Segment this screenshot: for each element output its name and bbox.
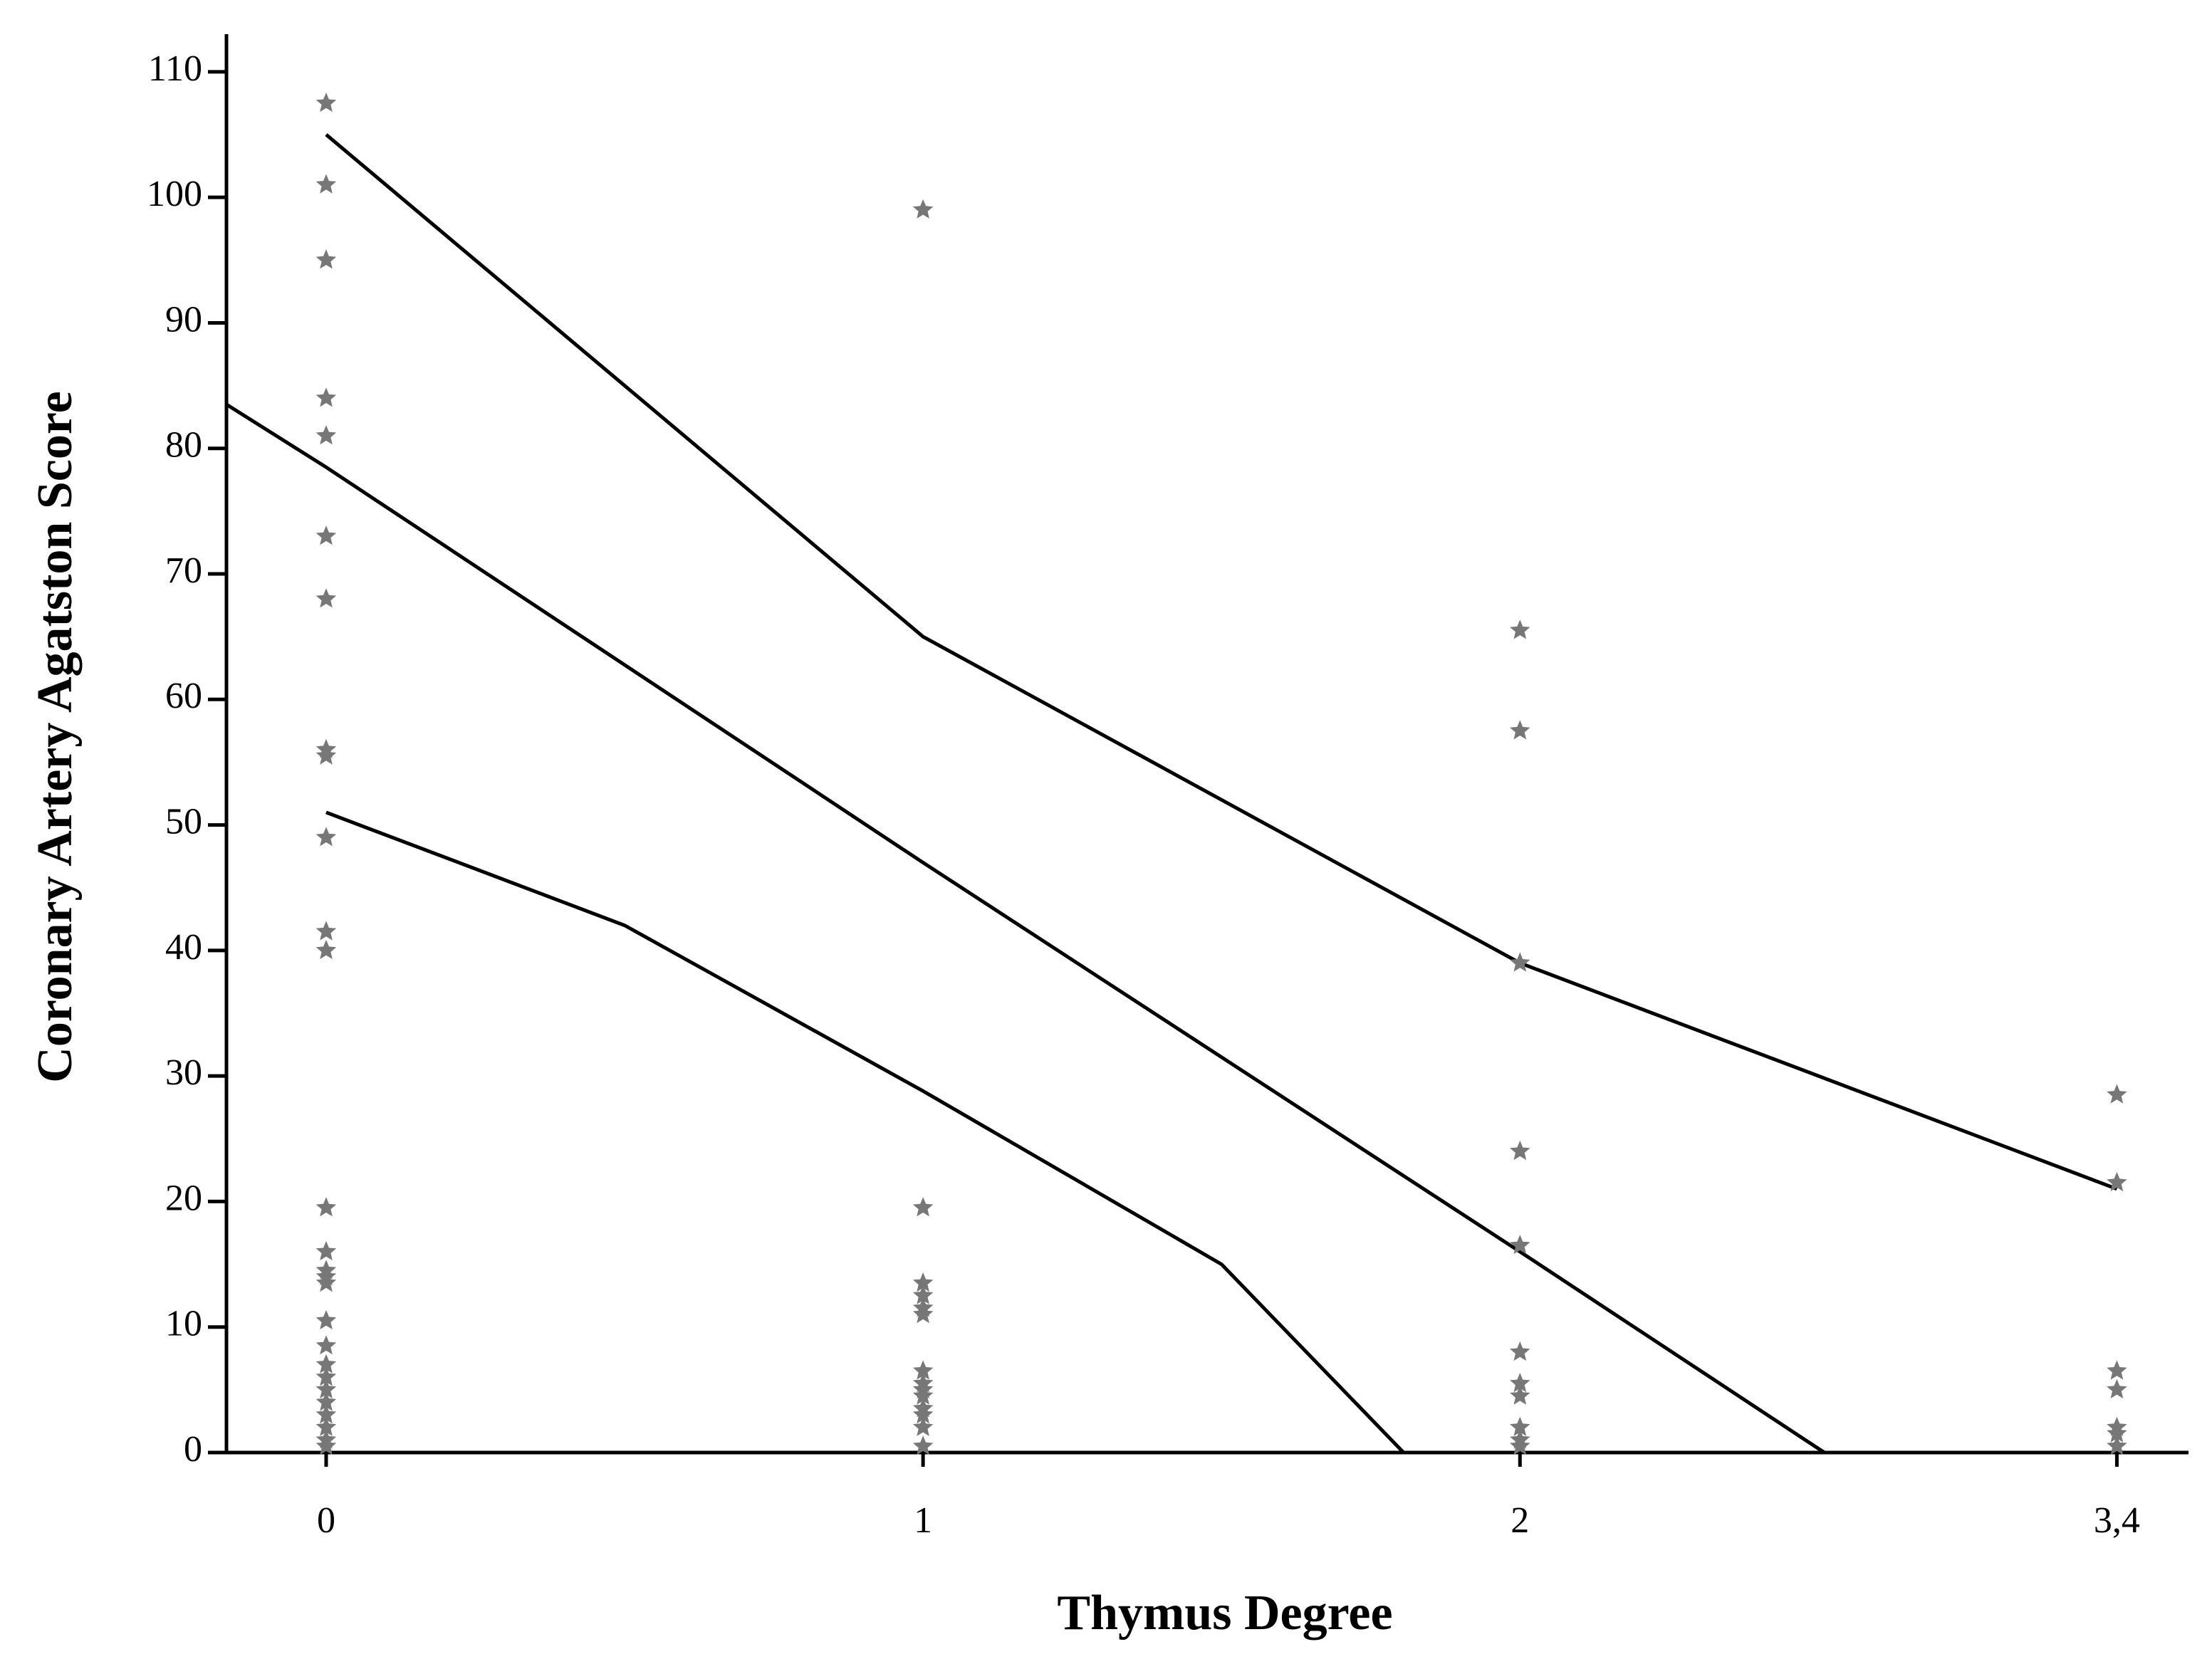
point (315, 425, 337, 445)
point (1510, 619, 1530, 639)
x-tick-label: 1 (914, 1500, 932, 1541)
point (315, 1391, 337, 1411)
point (1510, 1341, 1530, 1361)
y-tick-label: 90 (165, 299, 202, 340)
point (1510, 1373, 1530, 1393)
point (315, 93, 337, 113)
point (1510, 720, 1530, 740)
point (2107, 1378, 2127, 1398)
point (2107, 1423, 2127, 1443)
point (315, 1378, 337, 1398)
point (315, 745, 337, 765)
x-tick-label: 0 (317, 1500, 335, 1541)
x-tick-label: 3,4 (2094, 1500, 2140, 1541)
y-tick-label: 40 (165, 927, 202, 968)
y-tick-label: 0 (184, 1429, 202, 1470)
point (315, 1335, 337, 1355)
point (315, 1309, 337, 1329)
point (315, 1416, 337, 1436)
point (315, 525, 337, 545)
point (315, 1404, 337, 1424)
point (2107, 1084, 2127, 1104)
point (315, 1366, 337, 1386)
y-tick-label: 10 (165, 1304, 202, 1344)
point (912, 1272, 934, 1292)
fit-line (325, 133, 2118, 1191)
point (1510, 1435, 1530, 1455)
fit-line (225, 402, 1826, 1455)
point (912, 1197, 934, 1217)
point (1510, 1385, 1530, 1405)
point (315, 939, 337, 959)
x-tick-label: 2 (1511, 1500, 1529, 1541)
y-axis-title: Coronary Artery Agatston Score (28, 391, 83, 1082)
point (315, 174, 337, 194)
point (315, 387, 337, 407)
point (912, 1404, 934, 1424)
point (2107, 1172, 2127, 1192)
point (1510, 1140, 1530, 1161)
point (912, 1304, 934, 1324)
y-tick-label: 30 (165, 1052, 202, 1093)
y-tick-label: 110 (148, 48, 202, 89)
point (912, 199, 934, 219)
point (1510, 952, 1530, 972)
point (315, 1354, 337, 1374)
y-tick-label: 80 (165, 425, 202, 466)
point (912, 1385, 934, 1405)
point (315, 588, 337, 608)
y-tick-label: 100 (147, 174, 202, 214)
point (315, 1240, 337, 1261)
point (2107, 1435, 2127, 1455)
fit-line (325, 810, 1405, 1454)
point (1510, 1235, 1530, 1255)
point (912, 1360, 934, 1380)
point (315, 1272, 337, 1292)
point (912, 1435, 934, 1455)
point (2107, 1360, 2127, 1380)
point (315, 1435, 337, 1455)
y-tick-label: 50 (165, 802, 202, 842)
point (315, 827, 337, 847)
point (912, 1416, 934, 1436)
x-axis-title: Thymus Degree (1057, 1586, 1392, 1641)
point (1510, 1416, 1530, 1436)
y-tick-label: 70 (165, 550, 202, 591)
point (315, 249, 337, 269)
point (315, 921, 337, 941)
point (912, 1285, 934, 1304)
y-tick-label: 60 (165, 676, 202, 716)
y-tick-label: 20 (165, 1178, 202, 1218)
point (315, 1197, 337, 1217)
